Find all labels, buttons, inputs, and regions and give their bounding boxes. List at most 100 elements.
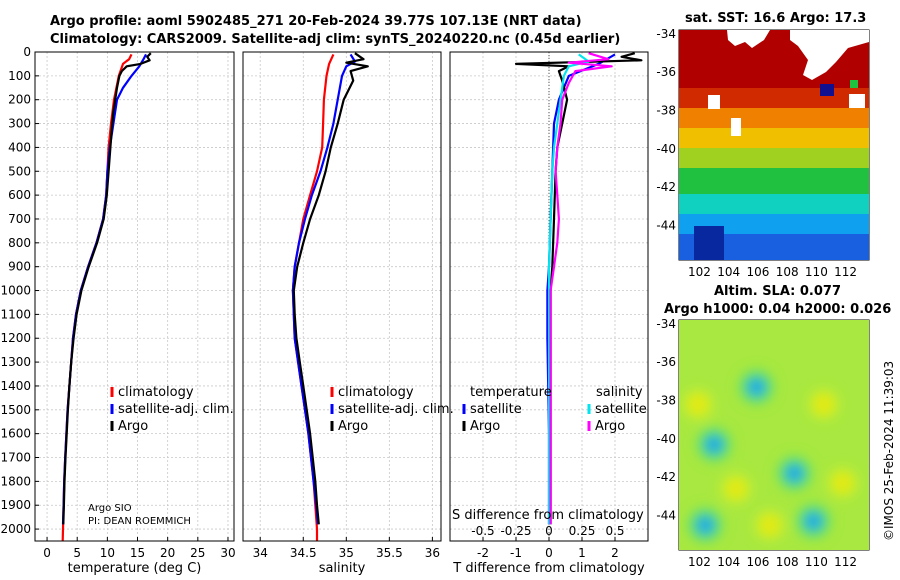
legend-label-s-argo: Argo	[595, 419, 625, 434]
map-xtick-label-sla: 102	[688, 555, 711, 569]
map-ytick-label-sla: -44	[656, 509, 676, 523]
ytick-label: 100	[8, 69, 31, 83]
legend-label-climatology: climatology	[118, 385, 194, 400]
legend-label-argo: Argo	[338, 419, 368, 434]
xtick-label-difference: 0	[545, 546, 553, 560]
legend-label-climatology: climatology	[338, 385, 414, 400]
legend-label-t-satellite: satellite	[470, 402, 522, 417]
sst-band-red	[679, 88, 869, 110]
xtick-label-difference: -2	[477, 546, 489, 560]
ytick-label: 2000	[0, 522, 31, 536]
cloud-mask-1	[727, 30, 770, 48]
legend-label-t-argo: Argo	[470, 419, 500, 434]
ytick-label: 600	[8, 188, 31, 202]
sst-band-orange	[679, 108, 869, 130]
xtick-label-difference: -1	[510, 546, 522, 560]
eddy-high	[824, 464, 861, 501]
ytick-label: 1000	[0, 284, 31, 298]
xtick-top-label: 0	[545, 524, 553, 538]
legend-temperature: climatology satellite-adj. clim. Argo	[110, 385, 234, 434]
map-xtick-label-sst: 110	[805, 265, 828, 279]
cloud-mask-4	[731, 118, 741, 136]
ytick-label: 1500	[0, 403, 31, 417]
green-pixel-cluster	[850, 80, 858, 88]
legend-salinity: climatology satellite-adj. clim. Argo	[330, 385, 454, 434]
ytick-label: 0	[23, 45, 31, 59]
map-xtick-label-sst: 102	[688, 265, 711, 279]
eddy-low	[793, 501, 834, 542]
series-temperature-satellite-adj-clim-	[61, 53, 147, 525]
ytick-label: 1300	[0, 355, 31, 369]
series-difference-s-satellite	[547, 53, 590, 525]
eddy-high	[680, 386, 716, 423]
eddy-low	[736, 367, 777, 408]
ytick-label: 1600	[0, 427, 31, 441]
cloud-mask-2	[790, 30, 869, 80]
map-xtick-label-sla: 108	[776, 555, 799, 569]
frame-temperature	[34, 51, 235, 542]
legend-label-satellite: satellite-adj. clim.	[338, 402, 454, 417]
legend-header-salinity: salinity	[596, 385, 643, 400]
legend-label-argo: Argo	[118, 419, 148, 434]
xtick-label-temperature: 0	[43, 546, 51, 560]
ytick-label: 700	[8, 212, 31, 226]
ytick-label: 400	[8, 140, 31, 154]
series-salinity-satellite-adj-clim-	[291, 53, 356, 525]
map-ytick-label-sst: -40	[656, 142, 676, 156]
legend-label-satellite: satellite-adj. clim.	[118, 402, 234, 417]
map-ytick-label-sst: -38	[656, 104, 676, 118]
map-ytick-label-sla: -36	[656, 355, 676, 369]
ytick-label: 900	[8, 260, 31, 274]
credit-line-1: Argo SIO	[88, 503, 132, 514]
xlabel-salinity: salinity	[319, 561, 366, 576]
xtick-label-temperature: 15	[130, 546, 145, 560]
xtick-label-temperature: 10	[100, 546, 115, 560]
map-xtick-label-sst: 106	[746, 265, 769, 279]
xtick-label-difference: 1	[578, 546, 586, 560]
map-xtick-label-sst: 104	[717, 265, 740, 279]
xtick-label-difference: 2	[611, 546, 619, 560]
map-xtick-label-sst: 112	[834, 265, 857, 279]
sst-map-title: sat. SST: 16.6 Argo: 17.3	[685, 11, 866, 26]
sst-band-lime	[679, 148, 869, 170]
ytick-label: 1800	[0, 474, 31, 488]
sst-map	[679, 30, 869, 260]
legend-difference: temperature satellite Argo salinity sate…	[462, 385, 647, 434]
xtick-top-label: 0.25	[569, 524, 596, 538]
ytick-label: 1200	[0, 331, 31, 345]
series-difference-s-argo	[549, 52, 613, 525]
sst-band-cyan	[679, 194, 869, 216]
sst-cold-patch	[694, 226, 724, 260]
map-ytick-label-sla: -38	[656, 394, 676, 408]
ytick-label: 1900	[0, 498, 31, 512]
map-xtick-label-sla: 106	[746, 555, 769, 569]
eddy-low	[685, 505, 726, 546]
eddy-low	[694, 424, 735, 465]
map-ytick-label-sla: -42	[656, 470, 676, 484]
ytick-label: 1100	[0, 307, 31, 321]
xtick-top-label: -0.5	[471, 524, 494, 538]
map-ytick-label-sst: -42	[656, 180, 676, 194]
map-xtick-label-sla: 110	[805, 555, 828, 569]
ytick-label: 500	[8, 164, 31, 178]
map-ytick-label-sla: -34	[656, 317, 676, 331]
ytick-label: 1700	[0, 451, 31, 465]
eddy-high	[805, 386, 842, 423]
map-ytick-label-sst: -34	[656, 27, 676, 41]
ytick-label: 1400	[0, 379, 31, 393]
xtick-label-temperature: 20	[160, 546, 175, 560]
map-ytick-label-sst: -44	[656, 219, 676, 233]
credit-line-2: PI: DEAN ROEMMICH	[88, 516, 191, 527]
cloud-mask-5	[849, 94, 865, 108]
top-axis-label: S difference from climatology	[452, 508, 644, 523]
map-xtick-label-sla: 112	[834, 555, 857, 569]
map-xtick-label-sla: 104	[717, 555, 740, 569]
title-line-1: Argo profile: aoml 5902485_271 20-Feb-20…	[50, 14, 582, 29]
eddy-high	[751, 507, 788, 544]
map-ytick-label-sla: -40	[656, 432, 676, 446]
xtick-top-label: -0.25	[500, 524, 531, 538]
xtick-label-salinity: 34	[253, 546, 268, 560]
ytick-label: 300	[8, 117, 31, 131]
map-ytick-label-sst: -36	[656, 65, 676, 79]
